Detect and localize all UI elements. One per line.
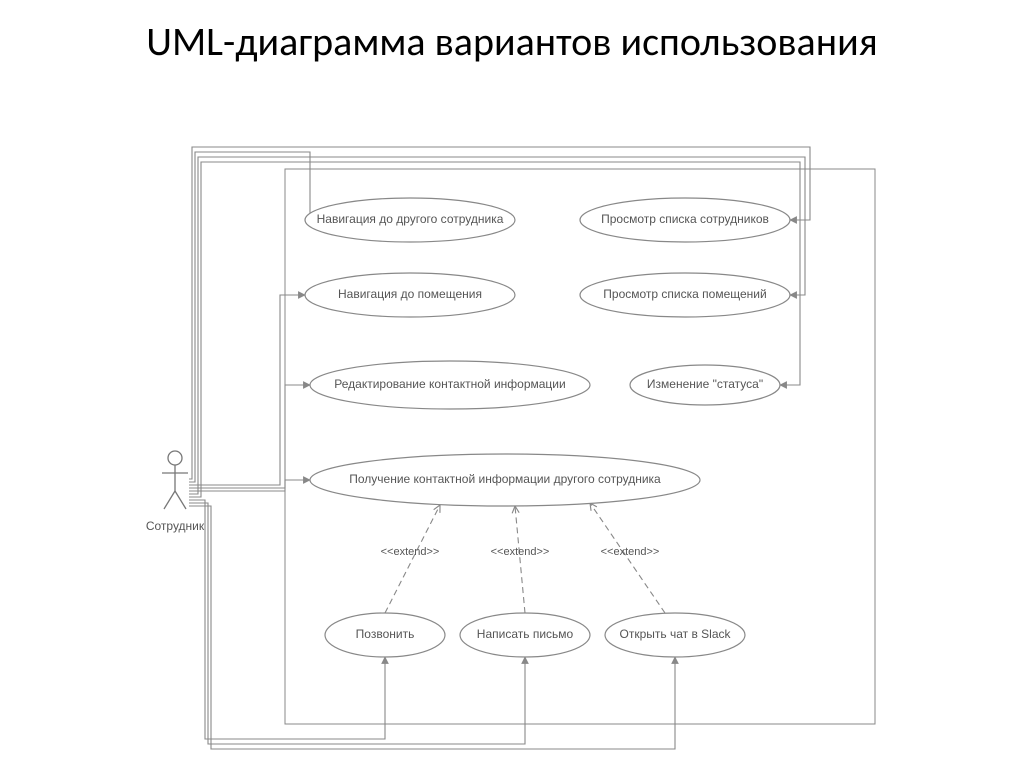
extend-edge-uc_call — [385, 505, 440, 613]
uml-diagram: <<extend>> <<extend>> <<extend>> Навигация… — [110, 145, 920, 755]
slide-title: UML-диаграмма вариантов использования — [0, 18, 1024, 66]
usecase-label-uc_slack: Открыть чат в Slack — [619, 627, 731, 641]
usecase-label-uc_nav_employee: Навигация до другого сотрудника — [317, 212, 504, 226]
usecase-label-uc_view_employees: Просмотр списка сотрудников — [601, 212, 769, 226]
actor-edge-uc_nav_employee — [189, 152, 310, 482]
usecase-label-uc_view_rooms: Просмотр списка помещений — [603, 287, 766, 301]
extend-label-uc_email: <<extend>> — [491, 546, 550, 558]
usecase-label-uc_get_contact: Получение контактной информации другого … — [349, 472, 661, 486]
extend-edge-uc_email — [515, 506, 525, 613]
actor-figure: Сотрудник — [146, 451, 205, 533]
actor-edge-uc_nav_room — [189, 295, 305, 485]
usecases: Навигация до другого сотрудника Просмотр … — [305, 198, 790, 657]
usecase-label-uc_change_status: Изменение "статуса" — [647, 377, 763, 391]
usecase-label-uc_edit_contact: Редактирование контактной информации — [334, 377, 565, 391]
usecase-label-uc_call: Позвонить — [356, 627, 415, 641]
actor-edge-uc_edit_contact — [189, 385, 310, 488]
extend-edges: <<extend>> <<extend>> <<extend>> — [381, 503, 665, 613]
extend-label-uc_call: <<extend>> — [381, 546, 440, 558]
extend-label-uc_slack: <<extend>> — [601, 546, 660, 558]
actor-label: Сотрудник — [146, 519, 205, 533]
usecase-label-uc_email: Написать письмо — [477, 627, 574, 641]
extend-edge-uc_slack — [590, 503, 665, 613]
usecase-label-uc_nav_room: Навигация до помещения — [338, 287, 482, 301]
